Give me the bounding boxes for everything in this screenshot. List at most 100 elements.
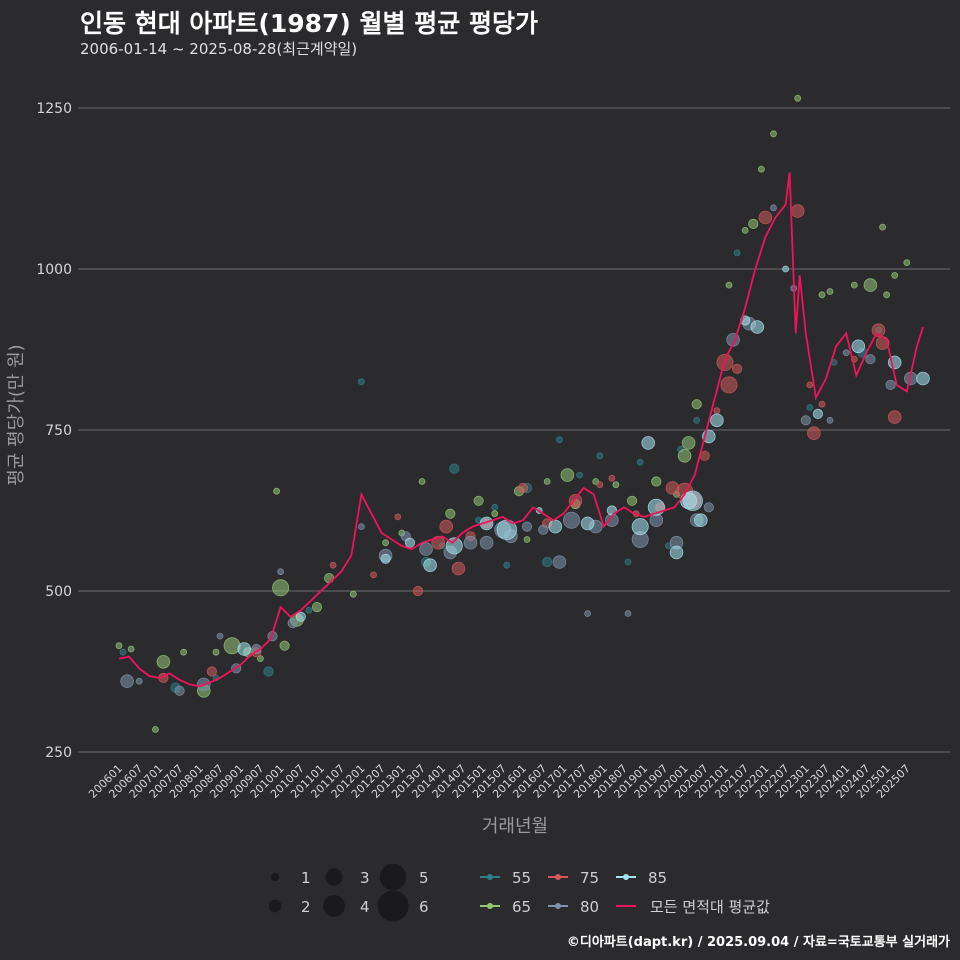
size-legend-dot (268, 899, 282, 913)
point-55 (119, 648, 127, 656)
point-65 (156, 654, 171, 669)
point-65 (311, 601, 323, 613)
y-tick-label: 750 (45, 423, 72, 439)
legend-dot-65 (487, 903, 493, 909)
point-55 (624, 558, 632, 566)
point-55 (576, 471, 583, 479)
point-80 (885, 379, 896, 390)
point-75 (807, 426, 821, 441)
point-65 (794, 94, 802, 102)
point-75 (806, 381, 814, 389)
legend-label-85: 85 (648, 869, 667, 887)
point-85 (548, 519, 563, 534)
point-80 (287, 618, 298, 629)
legend-label-65: 65 (512, 898, 531, 916)
point-85 (237, 642, 252, 656)
point-85 (669, 545, 684, 560)
point-55 (357, 378, 365, 386)
point-75 (608, 474, 616, 482)
point-85 (750, 320, 765, 334)
point-80 (584, 610, 591, 617)
point-80 (563, 511, 581, 529)
size-legend-dot (323, 895, 345, 917)
point-75 (790, 204, 805, 218)
point-85 (812, 408, 824, 419)
point-85 (631, 518, 649, 536)
point-65 (725, 281, 733, 289)
point-65 (818, 291, 826, 299)
size-legend-dot (270, 872, 280, 882)
legend-label-80: 80 (580, 898, 599, 916)
point-80 (419, 542, 433, 556)
point-80 (800, 415, 811, 426)
data-points (115, 94, 930, 733)
point-55 (636, 458, 644, 466)
point-65 (382, 539, 390, 547)
legend-dot-75 (555, 874, 561, 880)
legend-dot-80 (555, 903, 561, 909)
point-65 (770, 130, 777, 138)
point-55 (596, 452, 604, 460)
point-80 (463, 535, 478, 550)
point-85 (580, 516, 595, 531)
x-axis-title: 거래년월 (482, 816, 548, 837)
legend: 1 2 3 4 5 6 55 65 75 80 85 모든 면적대 평균값 (268, 863, 770, 922)
point-65 (651, 476, 662, 487)
point-75 (818, 400, 826, 408)
point-55 (449, 463, 460, 474)
point-65 (891, 271, 899, 279)
point-80 (538, 524, 549, 535)
size-legend-dot (379, 863, 407, 891)
point-65 (523, 536, 531, 543)
point-80 (770, 204, 777, 212)
legend-dot-85 (623, 874, 629, 880)
point-65 (127, 645, 135, 653)
size-legend-label: 4 (360, 898, 370, 916)
point-75 (713, 407, 721, 415)
point-75 (871, 323, 886, 338)
point-75 (596, 481, 604, 489)
point-65 (473, 495, 484, 506)
point-65 (691, 399, 702, 410)
point-80 (174, 685, 185, 696)
point-65 (256, 655, 264, 662)
y-tick-label: 500 (45, 584, 72, 600)
point-80 (216, 632, 224, 640)
y-axis: 250 500 750 1000 1250 (36, 101, 72, 761)
point-55 (305, 606, 313, 614)
point-65 (272, 579, 290, 597)
point-65 (879, 223, 886, 231)
point-55 (693, 416, 701, 424)
point-80 (552, 555, 567, 569)
point-65 (626, 495, 638, 506)
size-legend-label: 5 (419, 869, 429, 887)
average-line-group (118, 172, 924, 688)
point-65 (115, 642, 123, 650)
point-65 (560, 468, 575, 482)
point-75 (517, 482, 529, 494)
legend-label-avg: 모든 면적대 평균값 (650, 898, 770, 916)
point-75 (206, 666, 217, 677)
point-75 (731, 363, 743, 374)
size-legend-label: 3 (360, 869, 370, 887)
point-65 (223, 637, 241, 655)
point-65 (180, 648, 188, 656)
point-85 (851, 339, 866, 354)
size-legend-dot (377, 890, 409, 922)
point-55 (556, 436, 563, 444)
point-55 (503, 561, 511, 569)
size-legend-label: 1 (301, 869, 311, 887)
point-65 (418, 478, 426, 485)
point-65 (748, 218, 759, 229)
point-80 (479, 535, 494, 550)
point-85 (641, 436, 655, 450)
point-65 (349, 590, 357, 598)
point-65 (445, 508, 456, 519)
point-65 (323, 572, 335, 584)
point-65 (273, 487, 281, 495)
point-65 (863, 278, 878, 292)
y-tick-label: 1250 (36, 101, 72, 117)
size-legend-label: 6 (419, 898, 429, 916)
point-75 (758, 210, 773, 225)
